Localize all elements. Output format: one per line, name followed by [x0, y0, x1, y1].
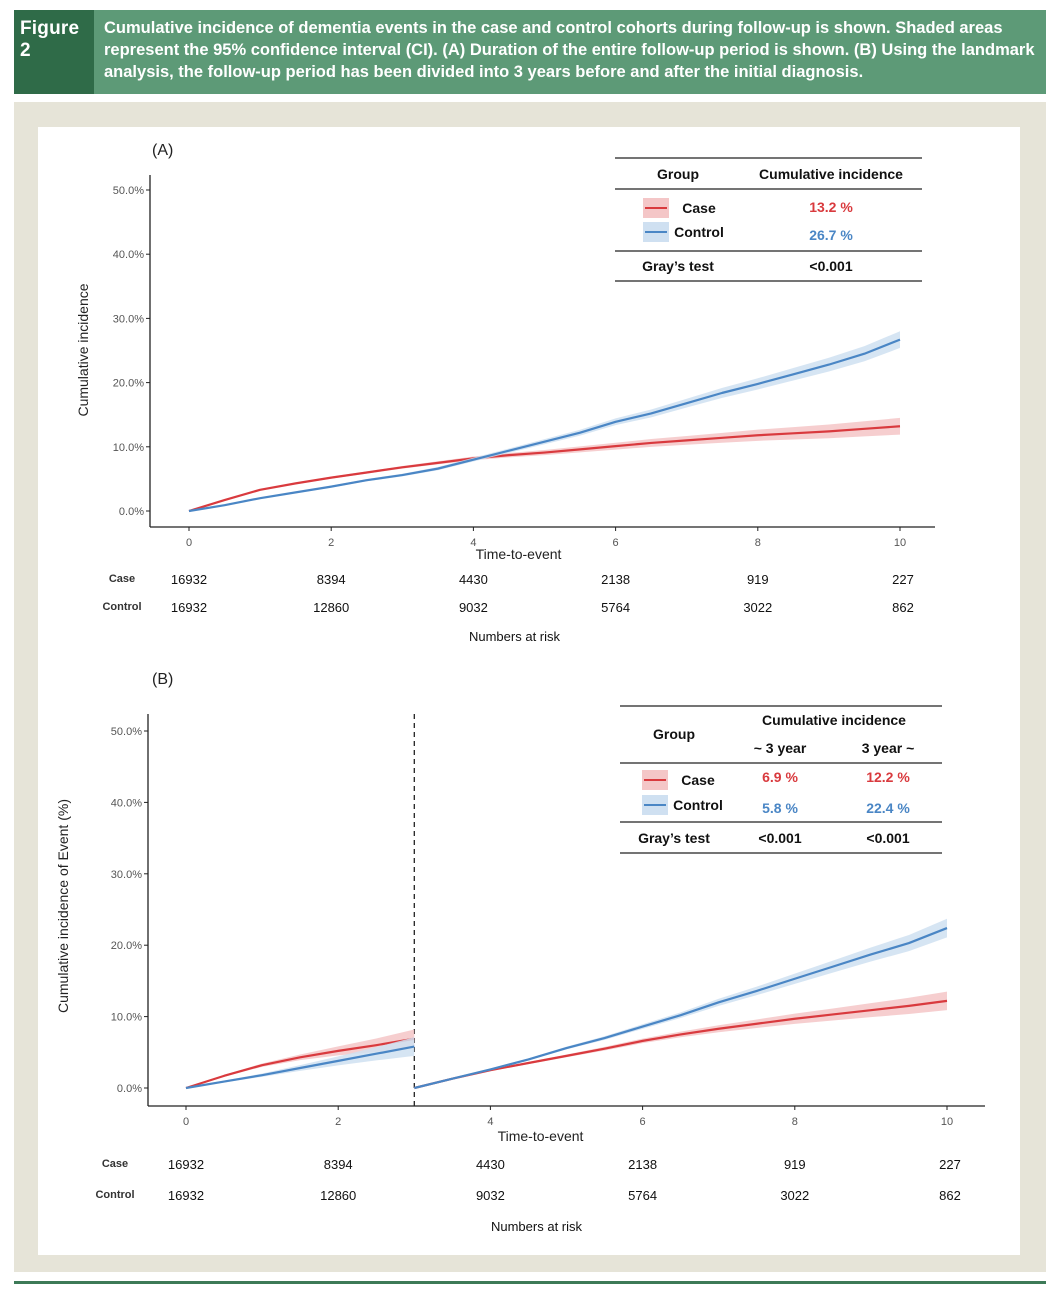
- risk-value-control: 16932: [171, 600, 207, 615]
- legend-label-control: Control: [674, 224, 724, 240]
- risk-value-control: 3022: [780, 1188, 809, 1203]
- y-tick-label: 40.0%: [111, 797, 142, 809]
- x-tick-label: 4: [470, 537, 476, 549]
- x-axis-label: Time-to-event: [476, 546, 562, 562]
- y-tick-label: 50.0%: [111, 726, 142, 738]
- risk-table-title: Numbers at risk: [491, 1219, 583, 1234]
- y-tick-label: 30.0%: [111, 869, 142, 881]
- risk-table-title: Numbers at risk: [469, 629, 561, 644]
- y-tick-label: 0.0%: [117, 1083, 142, 1095]
- risk-value-case: 8394: [317, 572, 346, 587]
- panel-label: (B): [152, 671, 173, 688]
- risk-value-control: 9032: [476, 1188, 505, 1203]
- panel-label: (A): [152, 142, 173, 159]
- y-tick-label: 50.0%: [113, 185, 144, 197]
- x-tick-label: 2: [335, 1116, 341, 1128]
- x-tick-label: 0: [183, 1116, 189, 1128]
- risk-value-case: 16932: [171, 572, 207, 587]
- incidence-after-control: 22.4 %: [866, 800, 910, 816]
- y-tick-label: 0.0%: [119, 506, 144, 518]
- series-line-case: [414, 999, 948, 1090]
- legend-label-control: Control: [673, 797, 723, 813]
- risk-value-control: 12860: [313, 600, 349, 615]
- figure-caption: Cumulative incidence of dementia events …: [94, 10, 1046, 94]
- y-axis-label: Cumulative incidence: [75, 283, 91, 416]
- y-tick-label: 30.0%: [113, 313, 144, 325]
- figure-panel: [38, 127, 1020, 1255]
- incidence-after-case: 12.2 %: [866, 769, 910, 785]
- y-tick-label: 20.0%: [113, 378, 144, 390]
- ci-band-case: [189, 417, 900, 511]
- y-axis-label: Cumulative incidence of Event (%): [55, 799, 71, 1013]
- legend-label-case: Case: [682, 200, 716, 216]
- risk-value-case: 16932: [168, 1157, 204, 1172]
- risk-value-control: 3022: [743, 600, 772, 615]
- ci-band-case: [414, 991, 947, 1088]
- table-header-group: Group: [657, 166, 699, 182]
- risk-value-control: 862: [892, 600, 914, 615]
- series-line-control: [188, 338, 901, 513]
- incidence-before-control: 5.8 %: [762, 800, 798, 816]
- risk-value-case: 2138: [628, 1157, 657, 1172]
- incidence-value-control: 26.7 %: [809, 227, 853, 243]
- x-tick-label: 6: [613, 537, 619, 549]
- risk-value-control: 9032: [459, 600, 488, 615]
- risk-value-case: 227: [892, 572, 914, 587]
- risk-row-label-control: Control: [95, 1189, 134, 1201]
- figure-header: Figure 2 Cumulative incidence of dementi…: [14, 10, 1046, 94]
- x-tick-label: 4: [487, 1116, 493, 1128]
- risk-row-label-case: Case: [109, 573, 135, 585]
- ci-band-control: [414, 918, 947, 1088]
- risk-row-label-case: Case: [102, 1158, 128, 1170]
- test-value-before: <0.001: [758, 830, 801, 846]
- table-header-incidence: Cumulative incidence: [759, 166, 903, 182]
- series-line-case: [185, 1037, 415, 1090]
- test-label: Gray’s test: [638, 830, 710, 846]
- incidence-before-case: 6.9 %: [762, 769, 798, 785]
- risk-value-control: 862: [939, 1188, 961, 1203]
- x-axis-label: Time-to-event: [498, 1128, 584, 1144]
- table-header-group: Group: [653, 726, 695, 742]
- chart-a: (A) 0.0% 10.0% 20.0% 30.0% 40.0% 50.0% 0 2 4 6 8 10 C…: [75, 142, 935, 644]
- x-tick-label: 6: [640, 1116, 646, 1128]
- table-subheader-before: ~ 3 year: [754, 740, 807, 756]
- y-tick-label: 10.0%: [113, 442, 144, 454]
- series-line-control: [414, 927, 948, 1090]
- legend-label-case: Case: [681, 772, 715, 788]
- x-tick-label: 2: [328, 537, 334, 549]
- risk-value-case: 919: [784, 1157, 806, 1172]
- risk-value-control: 12860: [320, 1188, 356, 1203]
- x-tick-label: 10: [941, 1116, 953, 1128]
- risk-row-label-control: Control: [102, 601, 141, 613]
- y-tick-label: 40.0%: [113, 249, 144, 261]
- risk-value-case: 919: [747, 572, 769, 587]
- test-value: <0.001: [809, 258, 852, 274]
- risk-value-control: 16932: [168, 1188, 204, 1203]
- risk-value-case: 227: [939, 1157, 961, 1172]
- chart-b: (B) 0.0% 10.0% 20.0% 30.0% 40.0% 50.0% 0 2 4 6 8 10 C…: [55, 671, 985, 1234]
- test-label: Gray’s test: [642, 258, 714, 274]
- bottom-rule: [14, 1281, 1046, 1284]
- risk-value-case: 4430: [459, 572, 488, 587]
- risk-value-control: 5764: [628, 1188, 657, 1203]
- series-line-case: [188, 425, 901, 513]
- y-tick-label: 10.0%: [111, 1012, 142, 1024]
- figure-label: Figure 2: [14, 10, 94, 94]
- y-tick-label: 20.0%: [111, 940, 142, 952]
- test-value-after: <0.001: [866, 830, 909, 846]
- x-tick-label: 0: [186, 537, 192, 549]
- risk-value-case: 4430: [476, 1157, 505, 1172]
- x-tick-label: 8: [755, 537, 761, 549]
- risk-value-case: 2138: [601, 572, 630, 587]
- table-subheader-after: 3 year ~: [862, 740, 915, 756]
- risk-value-control: 5764: [601, 600, 630, 615]
- risk-value-case: 8394: [324, 1157, 353, 1172]
- ci-band-case: [186, 1029, 415, 1088]
- incidence-value-case: 13.2 %: [809, 199, 853, 215]
- x-tick-label: 10: [894, 537, 906, 549]
- table-header-incidence: Cumulative incidence: [762, 712, 906, 728]
- series-line-control: [185, 1045, 415, 1090]
- x-tick-label: 8: [792, 1116, 798, 1128]
